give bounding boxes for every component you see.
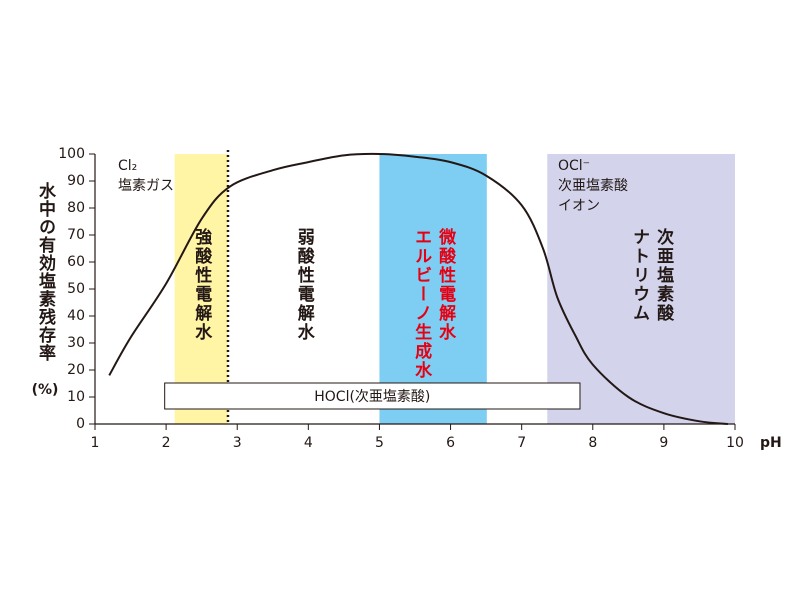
- region-band: [379, 154, 487, 424]
- region-band: [547, 154, 735, 424]
- x-tick-label: 4: [304, 435, 313, 451]
- annotation: 次亜塩素酸: [558, 178, 628, 194]
- y-tick-label: 30: [67, 335, 85, 351]
- y-tick-label: 100: [58, 146, 85, 162]
- region-label: ナトリウム: [629, 228, 649, 323]
- region-label: エルビーノ生成水: [411, 228, 432, 380]
- y-tick-label: 50: [67, 281, 85, 297]
- region-band: [174, 154, 228, 424]
- x-tick-label: 7: [517, 435, 526, 451]
- y-axis-label: 水中の有効塩素残存率: [35, 181, 56, 362]
- x-tick-label: 6: [446, 435, 455, 451]
- region-label: 強酸性電解水: [191, 227, 212, 342]
- x-tick-label: 2: [162, 435, 171, 451]
- annotation: 塩素ガス: [118, 178, 174, 194]
- region-label: 次亜塩素酸: [653, 227, 674, 323]
- annotation: Cl₂: [118, 158, 137, 174]
- y-tick-label: 90: [67, 173, 85, 189]
- x-tick-label: 9: [659, 435, 668, 451]
- curve: [108, 152, 728, 425]
- y-axis-unit: (%): [32, 382, 59, 398]
- y-tick-label: 10: [67, 389, 85, 405]
- hocl-label: HOCl(次亜塩素酸): [314, 389, 430, 405]
- region-label: 微酸性電解水: [435, 227, 457, 342]
- x-tick-label: 8: [588, 435, 597, 451]
- y-tick-label: 80: [67, 200, 85, 216]
- annotation: イオン: [558, 198, 600, 214]
- x-axis-label: pH: [760, 435, 782, 451]
- y-tick-label: 0: [76, 416, 85, 432]
- y-tick-label: 20: [67, 362, 85, 378]
- region-label: 弱酸性電解水: [294, 228, 315, 342]
- x-tick-label: 5: [375, 435, 384, 451]
- hocl-box: [164, 382, 581, 410]
- y-tick-label: 60: [67, 254, 85, 270]
- x-tick-label: 10: [726, 435, 744, 451]
- x-tick-label: 1: [91, 435, 100, 451]
- y-tick-label: 70: [67, 227, 85, 243]
- y-tick-label: 40: [67, 308, 85, 324]
- x-tick-label: 3: [233, 435, 242, 451]
- annotation: OCl⁻: [558, 158, 590, 174]
